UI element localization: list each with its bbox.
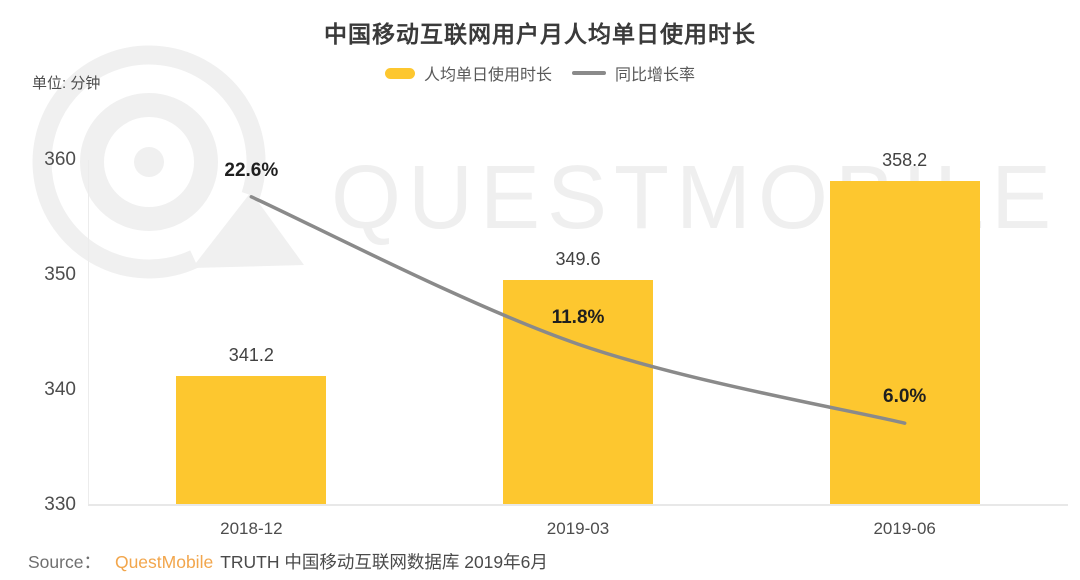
bar-value-label: 341.2 [228, 345, 274, 366]
source-text: TRUTH 中国移动互联网数据库 2019年6月 [220, 552, 548, 572]
bar-2018-12 [176, 376, 327, 504]
chart-title: 中国移动互联网用户月人均单日使用时长 [324, 21, 756, 47]
y-tick-label: 350 [44, 264, 76, 285]
growth-value-label: 6.0% [883, 386, 927, 408]
legend: 人均单日使用时长 同比增长率 [0, 62, 1080, 84]
legend-item-growth: 同比增长率 [552, 61, 695, 85]
growth-value-label: 11.8% [551, 307, 605, 329]
growth-line-path [249, 195, 907, 425]
x-axis-label: 2019-03 [546, 519, 610, 538]
bar-2019-03 [503, 279, 653, 504]
growth-value-label: 22.6% [224, 159, 279, 181]
y-tick-label: 360 [44, 149, 76, 170]
bar-swatch-icon [384, 67, 415, 79]
bar-value-label: 358.2 [882, 149, 928, 170]
legend-item-usage: 人均单日使用时长 [384, 61, 552, 85]
source-label: Source： [28, 552, 101, 572]
unit-label: 单位: 分钟 [32, 75, 101, 92]
line-swatch-icon [572, 71, 606, 75]
y-axis-line [88, 160, 89, 505]
source-brand: QuestMobile [114, 552, 214, 572]
x-axis-label: 2018-12 [220, 519, 283, 538]
x-axis-label: 2019-06 [873, 519, 936, 538]
source-line: Source： QuestMobile TRUTH 中国移动互联网数据库 2019年… [28, 549, 548, 574]
bar-2019-06 [829, 180, 980, 504]
legend-label-usage: 人均单日使用时长 [423, 67, 552, 84]
y-tick-label: 330 [44, 494, 76, 515]
bar-value-label: 349.6 [555, 248, 601, 269]
legend-label-growth: 同比增长率 [615, 67, 696, 84]
y-tick-label: 340 [44, 379, 76, 400]
x-axis-labels: 2018-12 2019-03 2019-06 [0, 519, 1080, 541]
x-axis-line [88, 504, 1068, 506]
